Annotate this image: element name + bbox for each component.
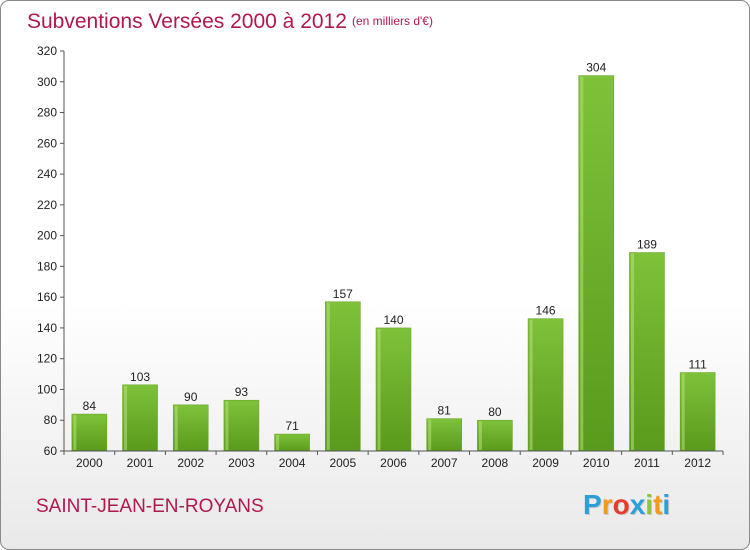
y-tick-label: 260: [37, 136, 57, 150]
x-tick-label: 2001: [127, 456, 154, 470]
bar-2012: [679, 372, 716, 452]
bar-2005: [325, 301, 361, 452]
bar-highlight: [326, 302, 330, 450]
bar-highlight: [428, 419, 432, 450]
bar-highlight: [73, 415, 77, 450]
x-tick-label: 2009: [532, 456, 559, 470]
y-tick-label: 180: [37, 259, 57, 273]
x-tick-label: 2005: [329, 456, 356, 470]
data-label: 111: [689, 358, 708, 372]
y-tick-label: 320: [37, 44, 57, 58]
y-tick-label: 80: [44, 413, 58, 427]
bar-2009: [527, 318, 564, 452]
chart-title: Subventions Versées 2000 à 2012: [27, 10, 347, 33]
chart-subtitle: (en milliers d'€): [352, 14, 433, 28]
x-tick-label: 2011: [634, 456, 660, 470]
logo-letter: o: [612, 489, 630, 520]
x-tick-label: 2008: [482, 456, 509, 470]
y-axis: 60 80 100 120 140 160 180 200 220 240 260 280 300 320: [37, 44, 65, 458]
data-label: 81: [438, 404, 452, 418]
bar-2004: [274, 433, 310, 452]
data-label: 103: [130, 370, 150, 384]
x-tick-label: 2000: [76, 456, 103, 470]
y-tick-label: 240: [37, 167, 57, 181]
logo-letter: i: [662, 489, 671, 520]
data-label: 146: [536, 304, 556, 318]
x-tick-label: 2004: [279, 456, 306, 470]
bar-2000: [71, 413, 108, 452]
data-label: 304: [586, 61, 606, 75]
bar-2003: [223, 399, 260, 452]
y-tick-label: 280: [37, 106, 57, 120]
bar-highlight: [225, 401, 229, 450]
y-tick-label: 300: [37, 75, 57, 89]
bar-highlight: [529, 319, 533, 450]
x-tick-label: 2002: [177, 456, 204, 470]
bar-2011: [629, 252, 665, 452]
data-label: 84: [83, 399, 97, 413]
data-label: 140: [383, 313, 403, 327]
data-label: 90: [184, 390, 198, 404]
x-tick-label: 2007: [431, 456, 458, 470]
y-tick-label: 160: [37, 290, 57, 304]
data-label: 157: [333, 287, 353, 301]
x-axis: 2000 2001 2002 2003 2004 2005 2006 2007 2008 2009…: [63, 450, 724, 470]
bar-highlight: [478, 421, 482, 450]
logo-letter: t: [653, 489, 663, 520]
y-tick-label: 120: [37, 352, 57, 366]
data-label: 80: [488, 405, 502, 419]
logo-letter: x: [629, 489, 646, 520]
y-tick-label: 200: [37, 229, 57, 243]
y-tick-label: 60: [44, 444, 58, 458]
proxiti-logo: Proxiti: [583, 489, 670, 521]
bar-2007: [426, 418, 462, 452]
data-label: 93: [235, 385, 249, 399]
x-tick-label: 2012: [684, 456, 711, 470]
bar-highlight: [681, 373, 685, 450]
y-tick-label: 220: [37, 198, 57, 212]
bar-highlight: [124, 385, 128, 450]
y-tick-label: 140: [37, 321, 57, 335]
data-label: 71: [285, 419, 299, 433]
logo-letter: i: [645, 489, 654, 520]
bar-2001: [122, 384, 158, 452]
bar-highlight: [580, 76, 584, 450]
bar-highlight: [276, 435, 280, 450]
bar-2002: [172, 404, 209, 452]
bar-2006: [375, 327, 412, 452]
data-label: 189: [637, 238, 657, 252]
bars: 84 103 90 93 71 157 140 81 80 146 304 189 111: [71, 61, 716, 452]
logo-letter: r: [601, 489, 613, 520]
x-tick-label: 2006: [380, 456, 407, 470]
bar-highlight: [377, 328, 381, 450]
bar-2010: [578, 75, 615, 452]
bar-highlight: [174, 405, 178, 450]
x-tick-label: 2003: [228, 456, 255, 470]
logo-letter: P: [583, 489, 602, 520]
bar-2008: [477, 419, 513, 452]
commune-name: SAINT-JEAN-EN-ROYANS: [36, 496, 264, 517]
bar-highlight: [630, 253, 634, 450]
x-tick-label: 2010: [583, 456, 610, 470]
y-tick-label: 100: [37, 382, 57, 396]
